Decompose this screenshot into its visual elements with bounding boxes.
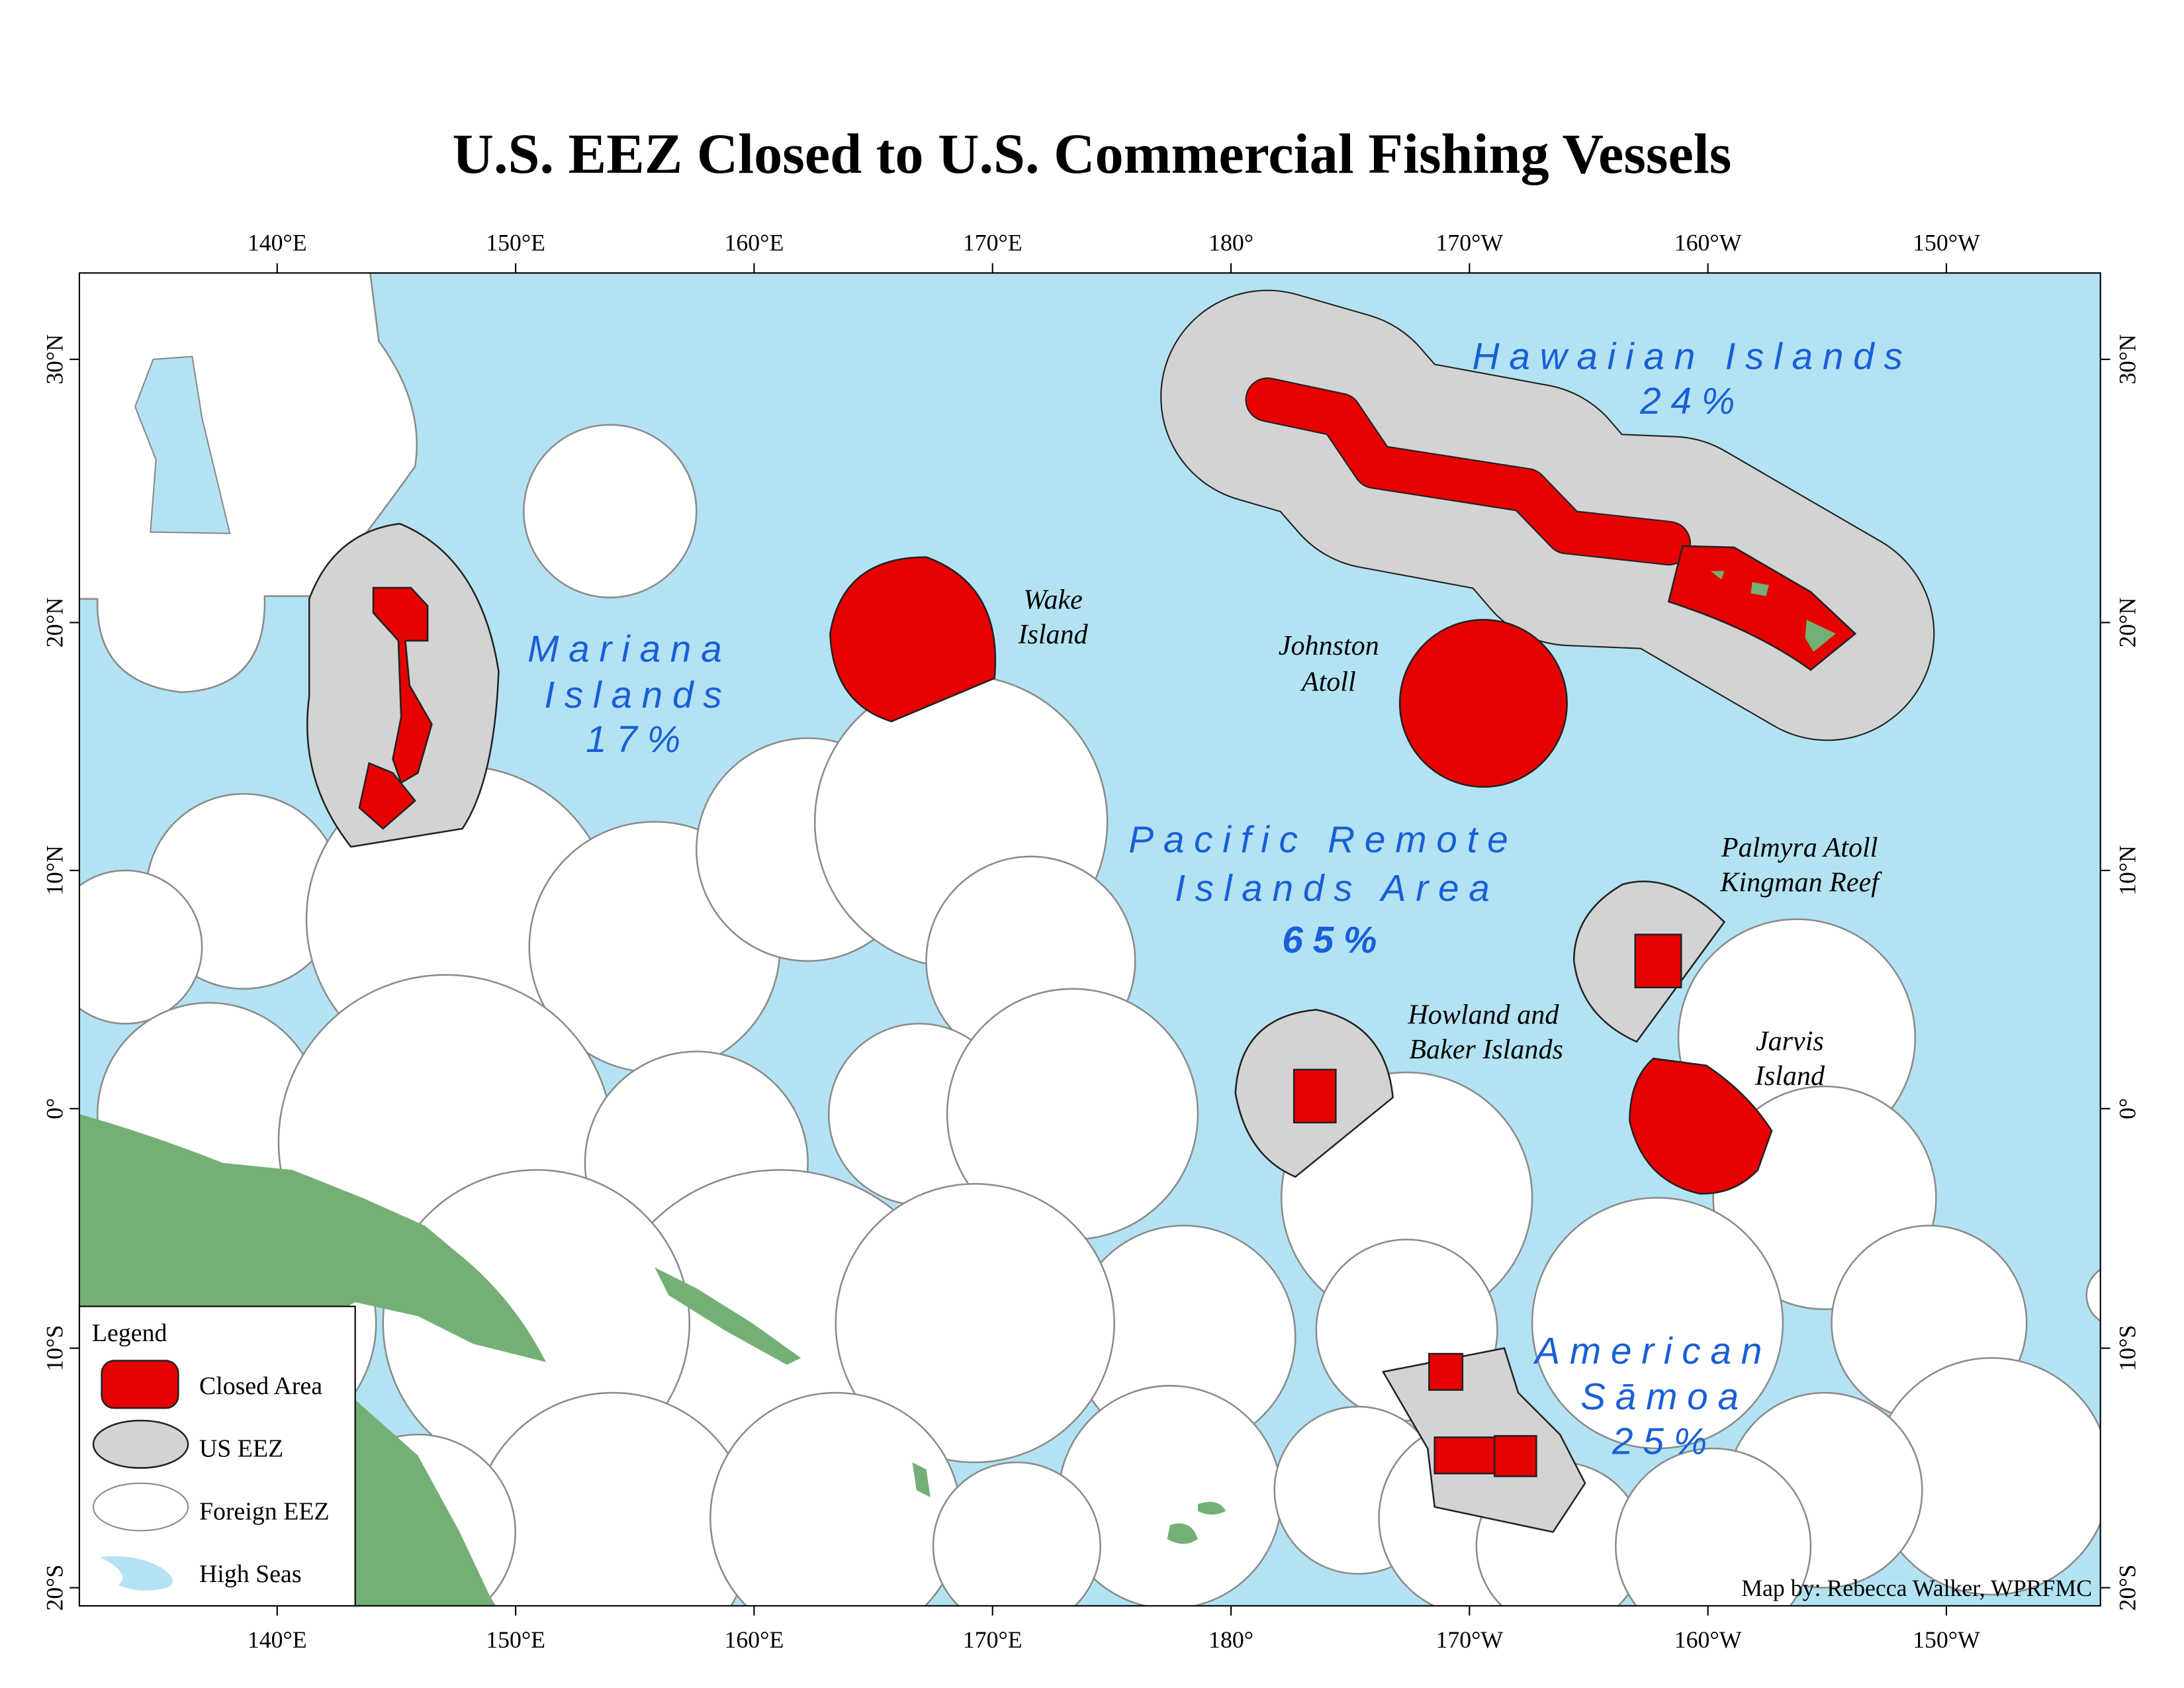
lat-label: 20°S <box>2114 1565 2140 1611</box>
region-share: 25% <box>1612 1421 1717 1463</box>
foreign-eez <box>835 1183 1115 1464</box>
foreign-eez <box>932 1461 1101 1606</box>
foreign-eez <box>79 869 203 1025</box>
closed-guam <box>358 762 416 830</box>
lat-label: 20°S <box>42 1565 68 1611</box>
lon-label: 160°E <box>725 1626 784 1653</box>
lat-label: 10°S <box>42 1325 68 1372</box>
foreign-eez-circles <box>79 675 2101 1606</box>
foreign-eez <box>523 424 698 598</box>
lon-label: 150°E <box>486 230 545 256</box>
legend-swatch-us-eez <box>92 1419 189 1469</box>
lon-label: 150°E <box>486 1626 545 1653</box>
lon-label: 160°E <box>725 230 784 256</box>
lon-label: 160°W <box>1674 230 1742 256</box>
place-label: Wake <box>1023 585 1083 615</box>
place-label: Jarvis <box>1756 1026 1824 1056</box>
lon-label: 140°E <box>248 230 307 256</box>
place-label: Kingman Reef <box>1719 868 1882 898</box>
lon-label: 170°W <box>1435 1626 1503 1653</box>
closed-wake <box>829 556 997 723</box>
lat-label: 30°N <box>42 334 68 385</box>
lat-label: 30°N <box>2114 334 2140 385</box>
closed-palmyra <box>1634 933 1682 988</box>
lon-label: 170°E <box>963 230 1023 256</box>
lon-label: 150°W <box>1913 1626 1980 1653</box>
place-label: Palmyra Atoll <box>1721 833 1878 863</box>
foreign-eez <box>1615 1447 1812 1606</box>
region-share: 17% <box>586 719 690 761</box>
closed-jarvis <box>1629 1057 1773 1195</box>
legend-item: US EEZ <box>199 1435 283 1463</box>
legend: Legend Closed Area US EEZ Foreign EEZ Hi… <box>78 1305 356 1607</box>
closed-samoa <box>1428 1352 1464 1391</box>
map-title: U.S. EEZ Closed to U.S. Commercial Fishi… <box>453 122 1732 185</box>
lon-label: 170°W <box>1435 230 1503 256</box>
australia <box>355 1399 495 1606</box>
closed-samoa <box>1493 1434 1537 1477</box>
lon-label: 150°W <box>1913 230 1980 256</box>
legend-title: Legend <box>92 1319 167 1347</box>
region-share: 65% <box>1282 919 1387 961</box>
region-label: Mariana <box>527 628 731 670</box>
region-label: Hawaiian Islands <box>1473 336 1913 378</box>
lon-label: 160°W <box>1674 1626 1742 1653</box>
foreign-eez <box>1531 1197 1784 1450</box>
place-labels: Wake Island Johnston Atoll Palmyra Atoll… <box>1017 585 1882 1092</box>
closed-johnston <box>1398 619 1568 788</box>
map-frame <box>78 272 2101 1607</box>
place-label: Island <box>1754 1061 1825 1092</box>
closed-mariana-north <box>372 586 433 784</box>
closed-area-group <box>358 377 1857 1477</box>
lat-label: 20°N <box>42 597 68 647</box>
legend-swatch-closed <box>101 1360 179 1409</box>
region-share: 24% <box>1639 381 1745 422</box>
lat-label: 20°N <box>2114 597 2140 647</box>
map-body <box>79 273 2101 1606</box>
foreign-eez <box>2085 1268 2101 1322</box>
lon-label: 180° <box>1208 1626 1253 1653</box>
graticule-labels: 140°E 140°E 150°E 150°E 160°E 160°E 170°E 170°E… <box>42 230 2141 1653</box>
region-label: Pacific Remote <box>1128 820 1518 861</box>
high-seas-pocket <box>134 355 231 534</box>
place-label: Johnston <box>1279 631 1379 661</box>
foreign-eez-group <box>79 273 2101 1606</box>
legend-swatch-foreign-eez <box>92 1482 189 1532</box>
place-label: Island <box>1017 620 1088 650</box>
region-label: Islands Area <box>1175 868 1499 910</box>
place-label: Atoll <box>1300 667 1356 698</box>
lon-label: 140°E <box>248 1626 307 1653</box>
hawaii-land <box>1710 571 1836 652</box>
lon-label: 180° <box>1208 230 1253 256</box>
islands <box>655 1267 801 1365</box>
lat-label: 10°S <box>2114 1325 2140 1372</box>
region-label: Sāmoa <box>1580 1376 1749 1418</box>
map-credit: Map by: Rebecca Walker, WPRFMC <box>1741 1575 2092 1601</box>
legend-item: High Seas <box>199 1560 302 1588</box>
place-label: Baker Islands <box>1409 1035 1563 1065</box>
region-label: Islands <box>544 675 731 716</box>
legend-item: Foreign EEZ <box>199 1497 330 1525</box>
legend-swatch-high-seas <box>100 1556 173 1591</box>
region-label: American <box>1533 1331 1772 1372</box>
closed-samoa <box>1433 1436 1496 1475</box>
lon-label: 170°E <box>963 1626 1023 1653</box>
lat-label: 0° <box>2114 1098 2140 1119</box>
legend-item: Closed Area <box>199 1372 322 1400</box>
region-labels: Mariana Islands 17% Hawaiian Islands 24%… <box>527 336 1913 1463</box>
lat-label: 0° <box>42 1098 68 1119</box>
islands <box>912 1462 1226 1544</box>
closed-howland <box>1293 1068 1337 1124</box>
lat-label: 10°N <box>2114 845 2140 896</box>
place-label: Howland and <box>1407 1000 1559 1030</box>
lat-label: 10°N <box>42 845 68 896</box>
closed-hawaii-chain <box>1246 379 1690 565</box>
